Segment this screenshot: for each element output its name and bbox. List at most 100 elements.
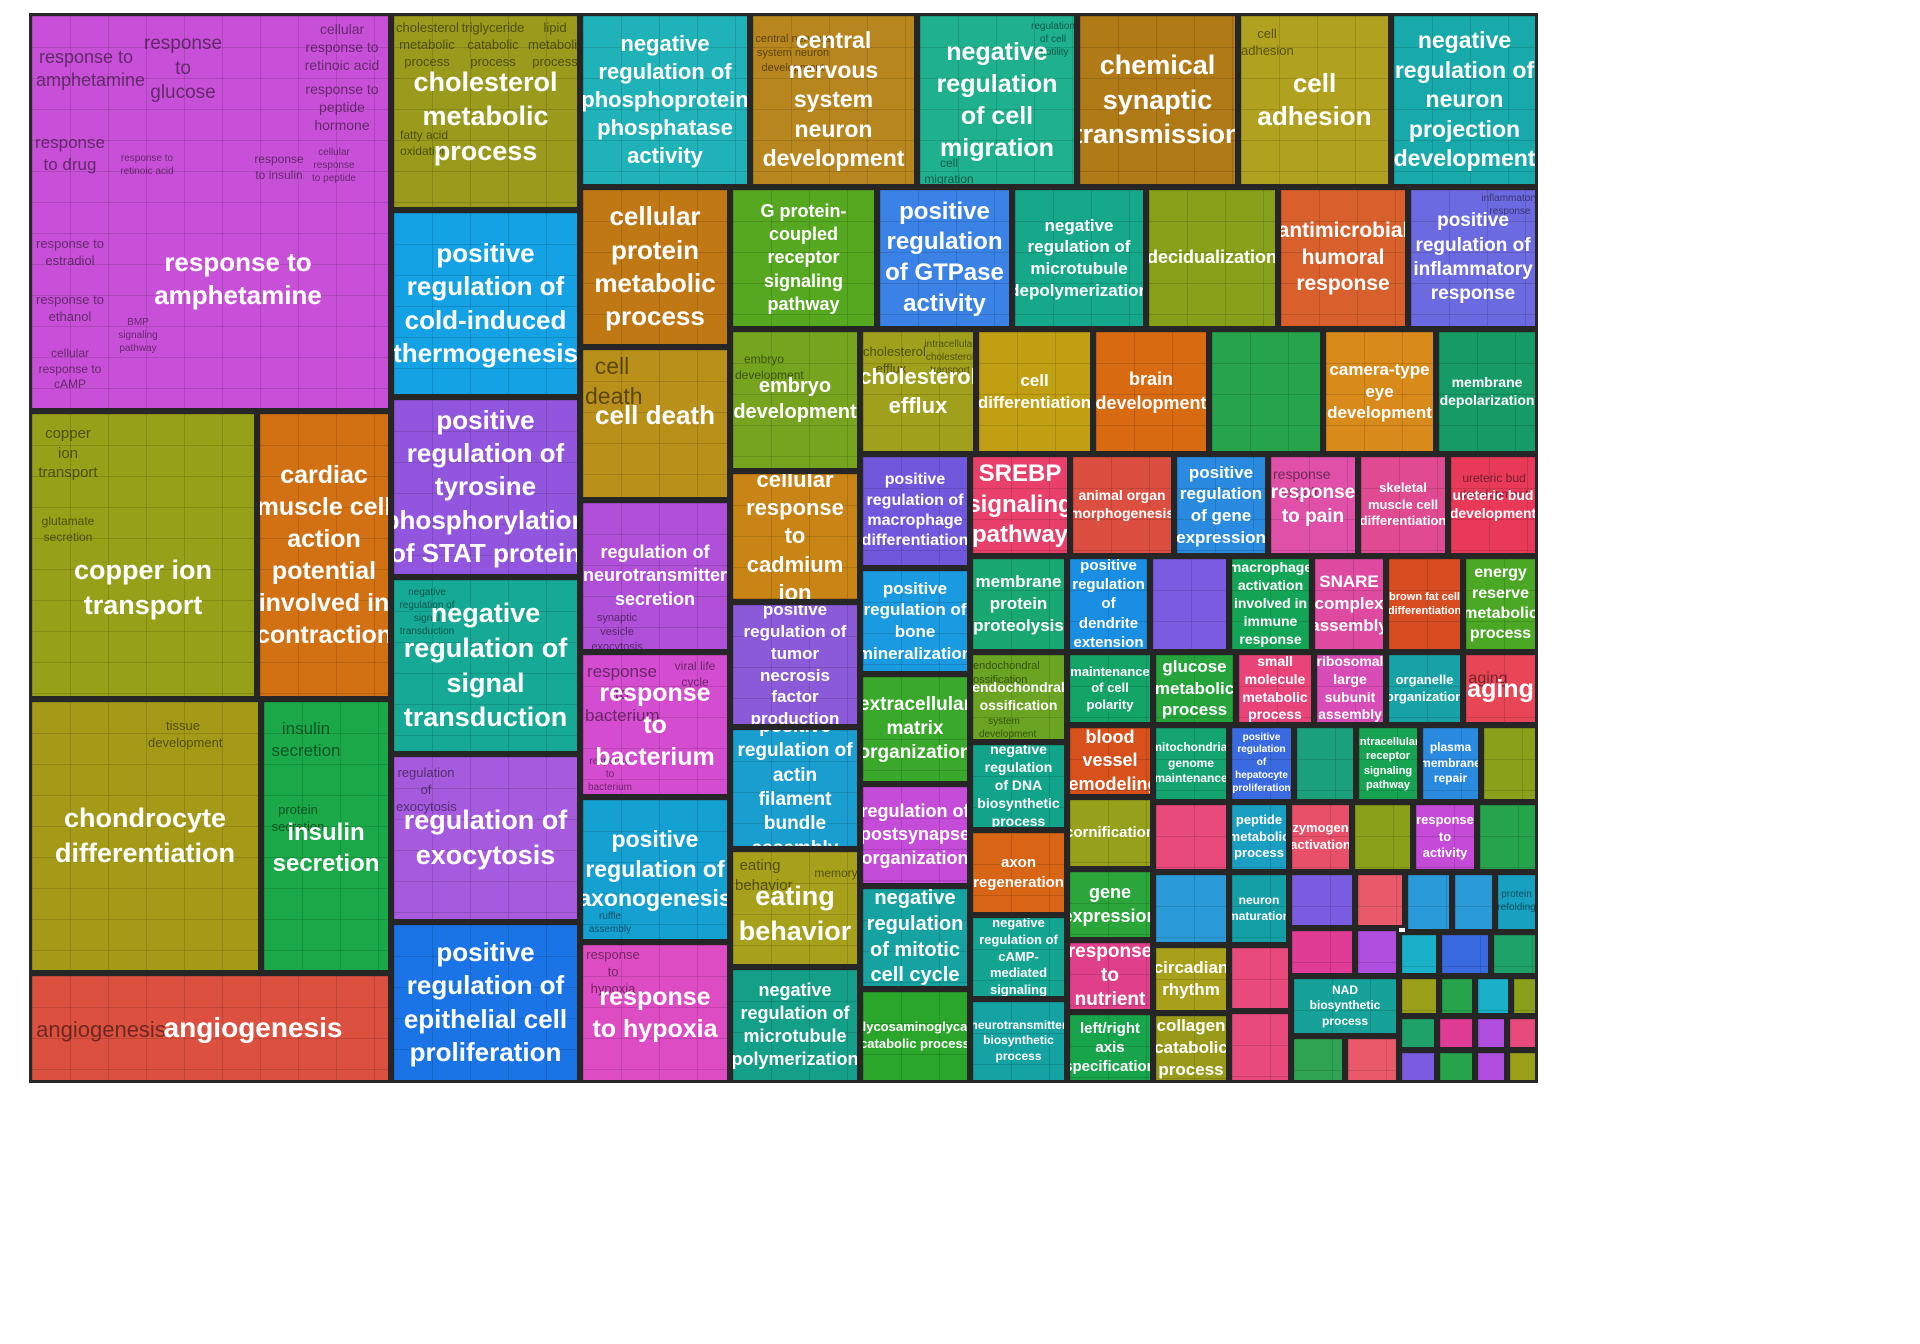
sublabel: response to bacterium <box>585 662 660 726</box>
group-label: plasma membrane repair <box>1420 740 1481 786</box>
sublabel: response to glucose <box>143 33 223 104</box>
tile-g39: membrane protein proteolysis <box>970 556 1067 652</box>
tile-g86: collagen catabolic process <box>1153 1013 1229 1083</box>
tile-g21: cell differentiation <box>976 329 1093 454</box>
tile-g33: response to pain response to pain <box>1268 454 1358 556</box>
tile-g67: axon regeneration <box>970 830 1067 915</box>
tile-unlabeled <box>1475 976 1511 1016</box>
tile-g42: SNARE complex assembly <box>1312 556 1386 652</box>
tile-g63: plasma membrane repair <box>1420 725 1481 802</box>
group-label: response to nutrient <box>1067 940 1153 1011</box>
group-label: negative regulation of neuron projection… <box>1393 27 1536 172</box>
sublabel: response to ethanol <box>36 292 104 324</box>
sublabel: cholesterol metabolic process <box>396 20 459 69</box>
group-label: negative regulation of microtubule depol… <box>1012 215 1146 300</box>
group-label: negative regulation of phosphoprotein ph… <box>581 30 749 169</box>
group-label: neurotransmitter biosynthetic process <box>970 1017 1067 1063</box>
tile-g60: mitochondrial genome maintenance <box>1153 725 1229 802</box>
tile-g71: response to activity <box>1413 802 1477 872</box>
group-label: collagen catabolic process <box>1154 1016 1228 1079</box>
sublabel: copper ion transport <box>38 425 98 481</box>
tile-g43: brown fat cell differentiation <box>1386 556 1463 652</box>
tile-g08: negative regulation of neuron projection… <box>1391 13 1538 187</box>
tile-g83: response to nutrient <box>1067 940 1153 1012</box>
tile-g74: gene expression <box>1067 869 1153 940</box>
group-label: cell differentiation <box>977 370 1092 412</box>
tile-g02: cholesterol metabolic process triglyceri… <box>391 13 580 210</box>
tile-g48: glucose metabolic process <box>1153 652 1236 725</box>
sublabel: fatty acid oxidation <box>399 128 449 158</box>
group-label: ureteric bud development <box>1449 487 1537 521</box>
tile-g05: regulation of cell motility cell migrati… <box>917 13 1077 187</box>
group-label: organelle organization <box>1386 671 1463 704</box>
tile-unlabeled <box>1439 976 1475 1016</box>
group-label: maintenance of cell polarity <box>1070 663 1150 712</box>
tile-g01: response to amphetamine response to gluc… <box>29 13 391 411</box>
tile-g64: ruffle assembly positive regulation of a… <box>580 797 730 942</box>
sublabel: insulin secretion <box>271 719 341 761</box>
tile-g29: positive regulation of macrophage differ… <box>860 454 970 568</box>
tile-g82: neurotransmitter biosynthetic process <box>970 999 1067 1083</box>
tile-unlabeled <box>1291 1036 1345 1083</box>
tile-unlabeled <box>1153 872 1229 945</box>
sublabel: regulation of exocytosis <box>396 765 457 814</box>
tile-g55: regulation of exocytosis regulation of e… <box>391 754 580 922</box>
group-label: left/right axis specification <box>1067 1019 1153 1076</box>
tile-g65: eating behavior memory eating behavior <box>730 849 860 967</box>
group-label: membrane depolarization <box>1439 373 1535 408</box>
tile-g27: cellular response to cadmium ion <box>730 471 860 602</box>
group-label: insulin secretion <box>272 819 380 877</box>
group-label: positive regulation of tumor necrosis fa… <box>743 602 847 727</box>
tile-unlabeled <box>1150 556 1229 652</box>
group-label: negative regulation of DNA biosynthetic … <box>977 742 1060 829</box>
group-label: positive regulation of cold-induced ther… <box>393 237 578 368</box>
tile-unlabeled <box>1507 1016 1538 1050</box>
group-label: positive regulation of axonogenesis <box>580 826 730 912</box>
tile-g24: membrane depolarization <box>1436 329 1538 454</box>
sublabel: system development <box>979 716 1037 740</box>
tile-g25: copper ion transport glutamate secretion… <box>29 411 257 699</box>
tile-g84: left/right axis specification <box>1067 1012 1153 1083</box>
group-label: NAD biosynthetic process <box>1309 982 1381 1028</box>
tile-unlabeled <box>1452 872 1495 932</box>
sublabel: response to hypoxia <box>586 947 640 996</box>
tile-g26: cardiac muscle cell action potential inv… <box>257 411 391 699</box>
sublabel: regulation of cell motility <box>1031 21 1075 58</box>
tile-unlabeled <box>1399 932 1439 976</box>
group-label: brown fat cell differentiation <box>1387 590 1462 617</box>
group-label: negative regulation of signal transducti… <box>403 598 568 733</box>
sublabel: angiogenesis <box>36 1017 166 1042</box>
group-label: brain development <box>1095 369 1207 413</box>
tile-g54: insulin secretion protein secretion insu… <box>261 699 391 973</box>
tile-g41: macrophage activation involved in immune… <box>1229 556 1312 652</box>
sublabel: cell death <box>585 353 643 409</box>
tile-g20: cholesterol efflux intracellular cholest… <box>860 329 976 454</box>
tile-g49: small molecule metabolic process <box>1236 652 1314 725</box>
tile-unlabeled <box>1437 1016 1475 1050</box>
sublabel: BMP signaling pathway <box>118 317 158 354</box>
tile-unlabeled <box>1405 872 1452 932</box>
group-label: intracellular receptor signaling pathway <box>1356 736 1420 791</box>
tile-unlabeled <box>1209 329 1323 454</box>
sublabel: response to pain <box>1273 466 1331 501</box>
tile-unlabeled <box>1153 802 1229 872</box>
tile-g61: positive regulation of hepatocyte prolif… <box>1229 725 1294 802</box>
group-label: response to hypoxia <box>592 982 718 1043</box>
tile-g77: angiogenesis angiogenesis <box>29 973 391 1083</box>
group-label: positive regulation of dendrite extensio… <box>1072 557 1145 651</box>
tile-unlabeled <box>1289 872 1355 928</box>
group-label: negative regulation of cAMP-mediated sig… <box>979 915 1058 997</box>
group-label: positive regulation of inflammatory resp… <box>1413 210 1533 305</box>
tile-unlabeled <box>1437 1050 1475 1083</box>
tile-g76: protein refolding <box>1495 872 1538 932</box>
tile-g13: negative regulation of microtubule depol… <box>1012 187 1146 329</box>
group-label: circadian rhythm <box>1153 958 1229 999</box>
group-label: negative regulation of microtubule polym… <box>731 979 859 1070</box>
group-label: neuron maturation <box>1229 893 1289 923</box>
group-label: response to amphetamine <box>154 247 322 311</box>
group-label: axon regeneration <box>973 854 1064 891</box>
sublabel: lipid metabolic process <box>528 20 580 69</box>
tile-g46: endochondral ossification system develop… <box>970 652 1067 742</box>
tile-unlabeled <box>1491 932 1538 976</box>
group-label: positive regulation of hepatocyte prolif… <box>1232 731 1291 794</box>
